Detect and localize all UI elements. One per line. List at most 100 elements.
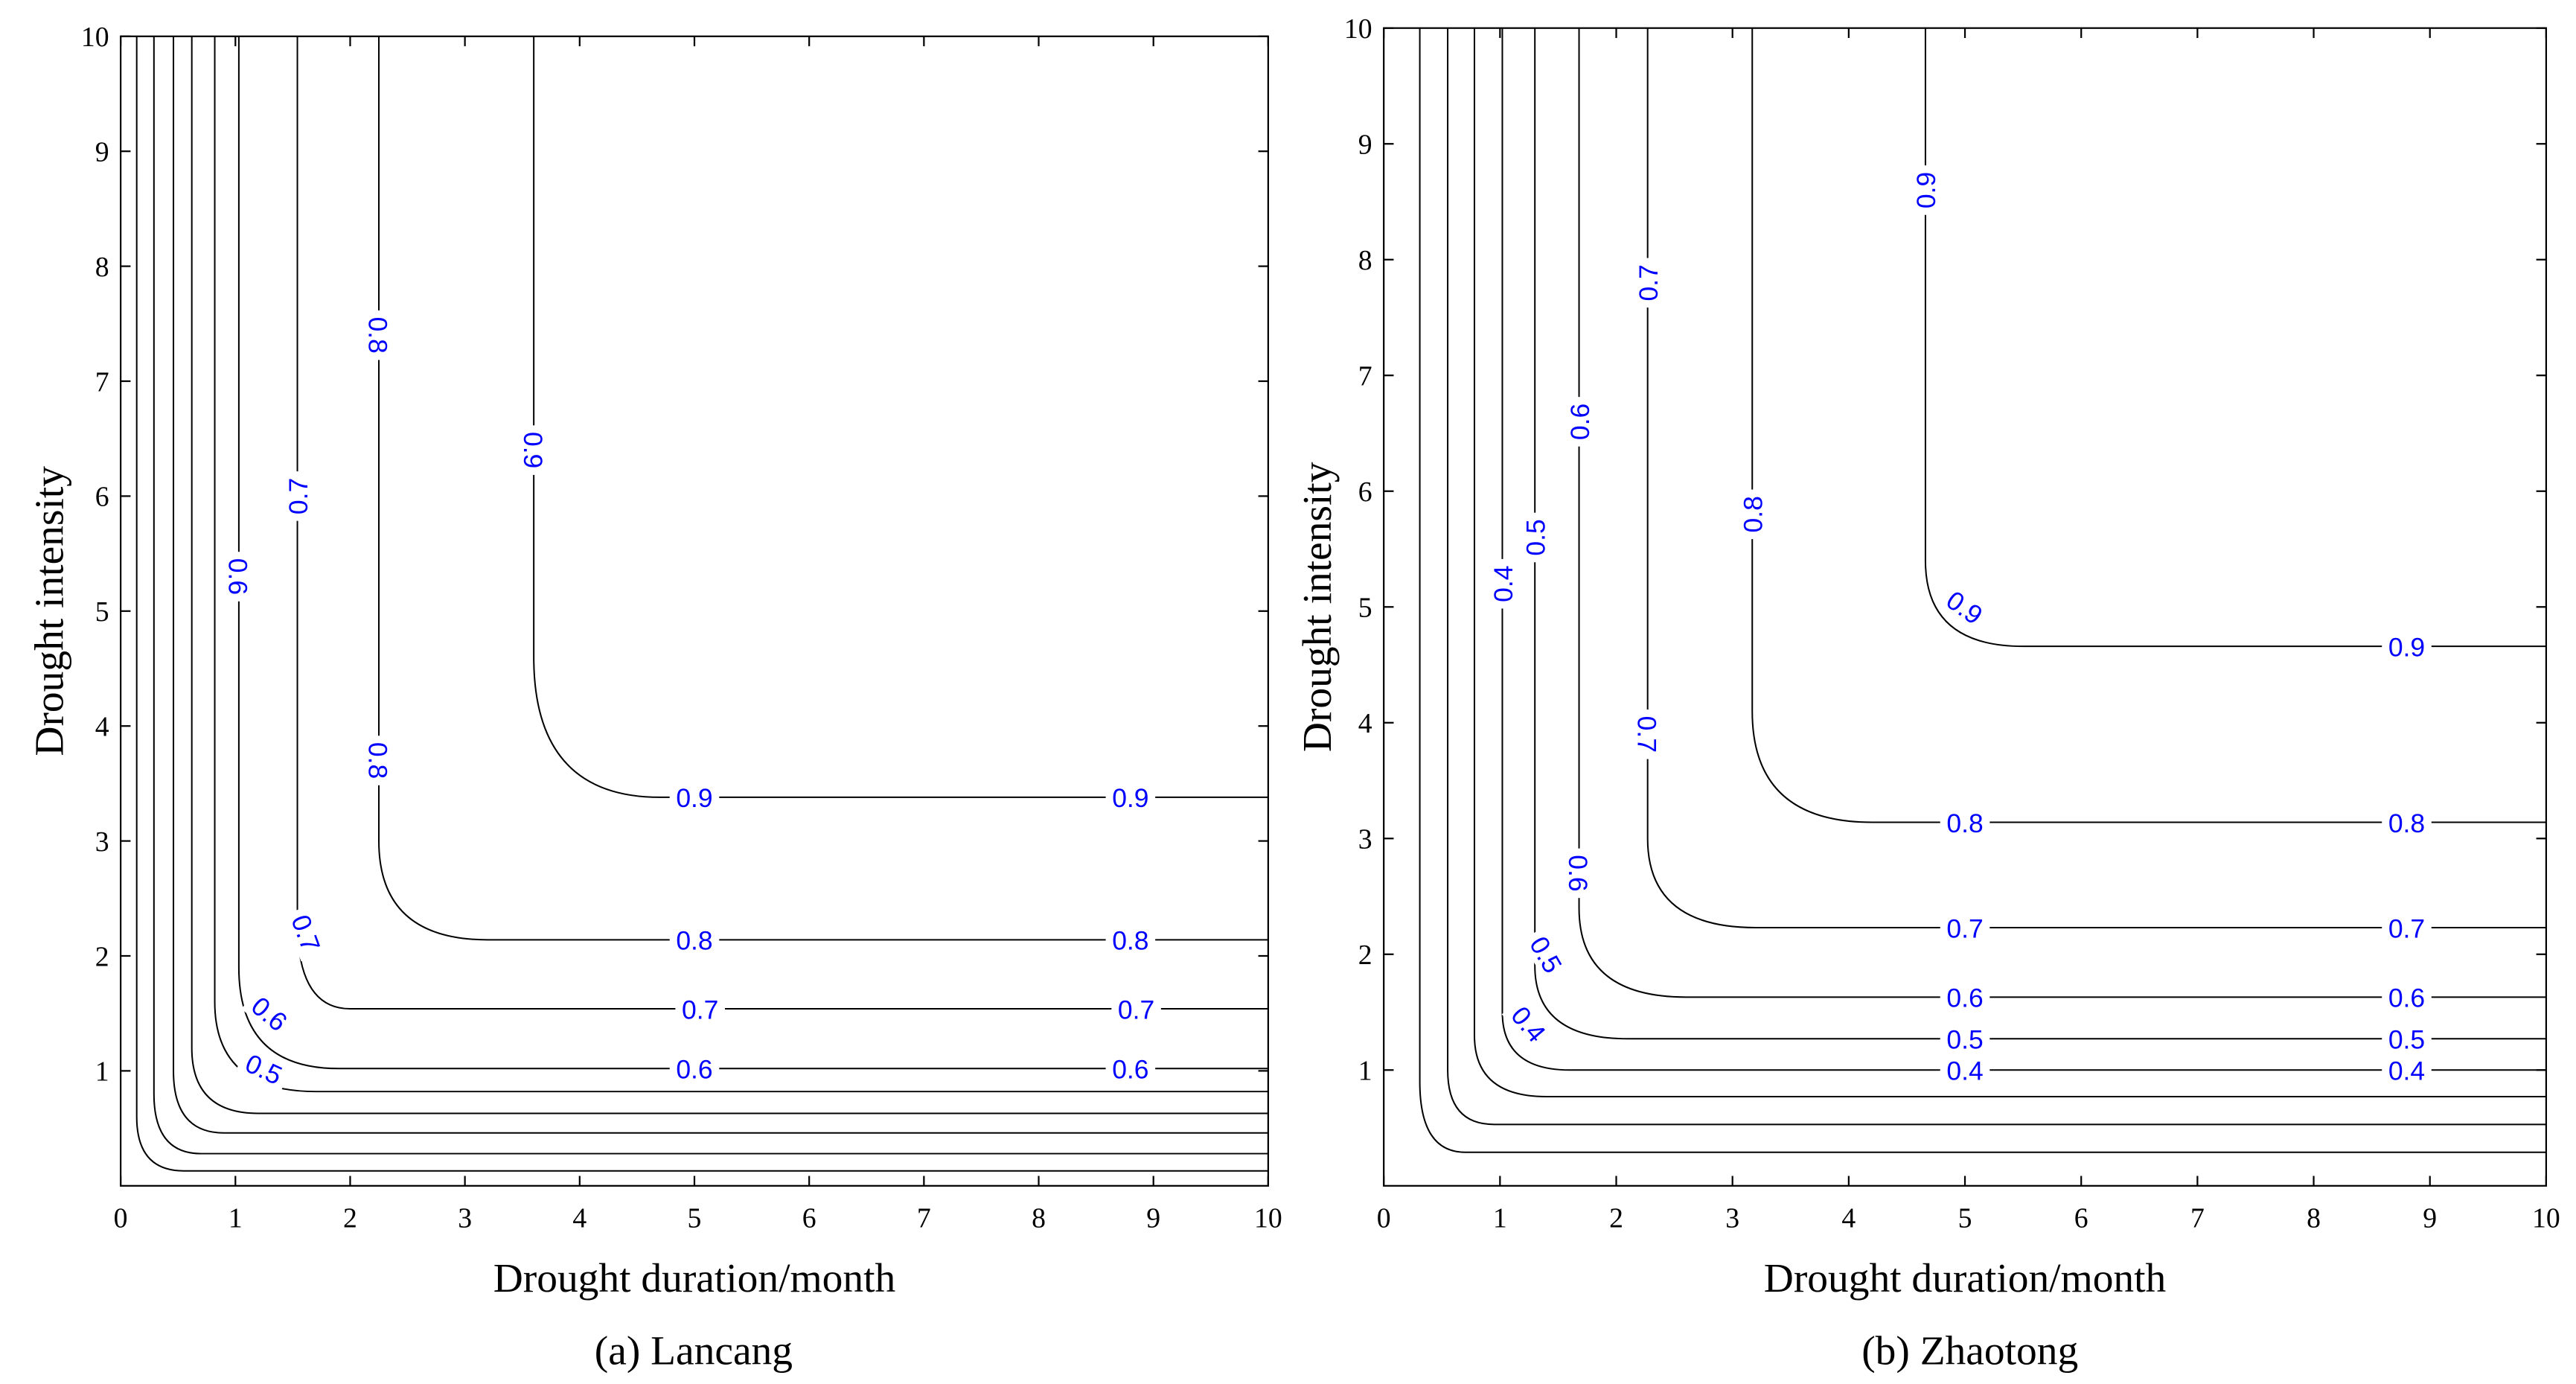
contour-label: 0.9 (518, 432, 548, 468)
contour-label: 0.5 (2388, 1025, 2425, 1055)
y-tick-label: 10 (81, 22, 109, 53)
x-tick-label: 0 (1377, 1202, 1391, 1234)
contour-label: 0.6 (1563, 855, 1593, 891)
contour-label: 0.6 (676, 1055, 712, 1085)
contour-label-group: 0.6 (1105, 1053, 1156, 1085)
contour-label-gap (223, 552, 254, 602)
contour-label-gap (1940, 1024, 1990, 1054)
x-tick-label: 9 (1146, 1202, 1160, 1234)
contour-label-gap (2382, 1055, 2432, 1085)
contour-label-group: 0.8 (2382, 807, 2432, 838)
contour-label-group: 0.5 (235, 1045, 293, 1093)
contour-line-0-8 (1751, 28, 2546, 823)
contour-label: 0.9 (2388, 632, 2425, 662)
contour-label-gap (1940, 913, 1990, 943)
contour-label-gap (1936, 580, 1994, 634)
y-tick-label: 10 (1344, 13, 1372, 45)
contour-label-group: 0.7 (282, 471, 313, 521)
contour-label-group: 0.9 (669, 782, 720, 813)
contour-label: 0.6 (1946, 983, 1983, 1013)
contour-line-0-9 (533, 36, 1268, 798)
x-tick-label: 2 (1609, 1202, 1623, 1234)
contour-label-gap (1105, 1053, 1156, 1084)
contour-label-gap (1632, 709, 1663, 759)
contour-label: 0.7 (284, 478, 313, 514)
contour-label-gap (519, 425, 549, 475)
contour-label: 0.8 (363, 317, 393, 354)
panel-zhaotong: 0.90.70.60.50.40.80.70.60.50.40.90.90.8 0… (1294, 13, 2560, 1373)
contour-label-group: 0.9 (1936, 580, 1994, 634)
x-tick-label: 3 (458, 1202, 472, 1234)
contour-label-gap (1940, 807, 1990, 838)
contour-label-gap (2382, 982, 2432, 1013)
y-tick-label: 8 (95, 252, 109, 283)
contour-label-group: 0.6 (223, 552, 254, 602)
contour-label-group: 0.7 (1631, 709, 1663, 759)
contour-label-gap (284, 905, 330, 962)
x-tick-label: 7 (2190, 1202, 2205, 1234)
contour-label-gap (669, 925, 720, 955)
x-tick-label: 4 (572, 1202, 587, 1234)
contour-label-group: 0.5 (1520, 512, 1551, 563)
x-tick-label: 0 (114, 1202, 128, 1234)
contour-label: 0.7 (1634, 264, 1663, 301)
panel-caption: (b) Zhaotong (1861, 1327, 2078, 1373)
contour-label: 0.6 (1565, 404, 1595, 440)
contour-label-gap (241, 986, 298, 1041)
contour-label: 0.7 (1631, 716, 1661, 753)
contour-label-group: 0.6 (1563, 848, 1594, 899)
contour-label: 0.7 (682, 995, 718, 1024)
contour-line-0-4 (1501, 28, 2546, 1071)
x-tick-label: 10 (1254, 1202, 1282, 1234)
contour-line-0-3 (173, 36, 1268, 1134)
contour-label: 0.4 (1489, 565, 1518, 602)
x-tick-label: 8 (2307, 1202, 2321, 1234)
contour-label: 0.4 (2388, 1056, 2425, 1086)
contour-label-group: 0.8 (669, 925, 720, 956)
contour-label: 0.5 (1946, 1025, 1983, 1055)
x-tick-label: 6 (2074, 1202, 2088, 1234)
y-tick-label: 3 (95, 826, 109, 858)
contour-label: 0.8 (676, 926, 712, 956)
contour-label-gap (1521, 925, 1572, 983)
contour-label-gap (282, 471, 313, 521)
contour-label-group: 0.4 (1487, 558, 1518, 609)
y-axis-label: Drought intensity (1294, 462, 1340, 752)
contour-line-0-3 (1473, 28, 2546, 1098)
contour-label-gap (1737, 489, 1768, 540)
contour-label-group: 0.9 (518, 425, 549, 475)
y-tick-label: 9 (1358, 130, 1372, 161)
x-axis-label: Drought duration/month (493, 1255, 895, 1301)
x-tick-label: 5 (1958, 1202, 1972, 1234)
contour-label-gap (1111, 994, 1161, 1024)
contour-label-group: 0.8 (363, 310, 394, 360)
contour-label: 0.5 (1521, 519, 1551, 555)
contour-label-gap (2382, 913, 2432, 943)
contour-label-group: 0.9 (2382, 631, 2432, 662)
contour-label: 0.7 (2388, 913, 2425, 943)
contour-line-0-6 (237, 36, 1268, 1070)
contour-line-0-2 (153, 36, 1268, 1155)
contour-label-gap (1910, 165, 1940, 215)
contour-label-gap (1105, 782, 1156, 812)
contour-label-gap (1501, 995, 1557, 1053)
y-tick-label: 2 (1358, 940, 1372, 971)
y-tick-label: 9 (95, 137, 109, 168)
contour-label-group: 0.6 (1940, 982, 1990, 1013)
panel-lancang: 0.80.80.90.70.60.70.60.50.9 0.90.8 0.80.7 0… (26, 22, 1282, 1373)
contour-line-0-8 (378, 36, 1268, 941)
contour-label-group: 0.7 (284, 905, 330, 962)
contour-label-gap (1520, 512, 1550, 563)
contour-label-group: 0.8 (1940, 807, 1990, 838)
contour-label: 0.8 (1946, 809, 1983, 838)
contour-label-group: 0.4 (2382, 1055, 2432, 1086)
contour-label-group: 0.7 (1111, 994, 1161, 1024)
contour-line-0-2 (1447, 28, 2546, 1126)
y-tick-label: 5 (1358, 593, 1372, 624)
contour-label-gap (669, 1053, 720, 1084)
y-tick-label: 8 (1358, 245, 1372, 276)
contour-label-group: 0.9 (1910, 165, 1941, 215)
contour-label-gap (1564, 397, 1594, 447)
contour-line-0-6 (1578, 28, 2546, 998)
